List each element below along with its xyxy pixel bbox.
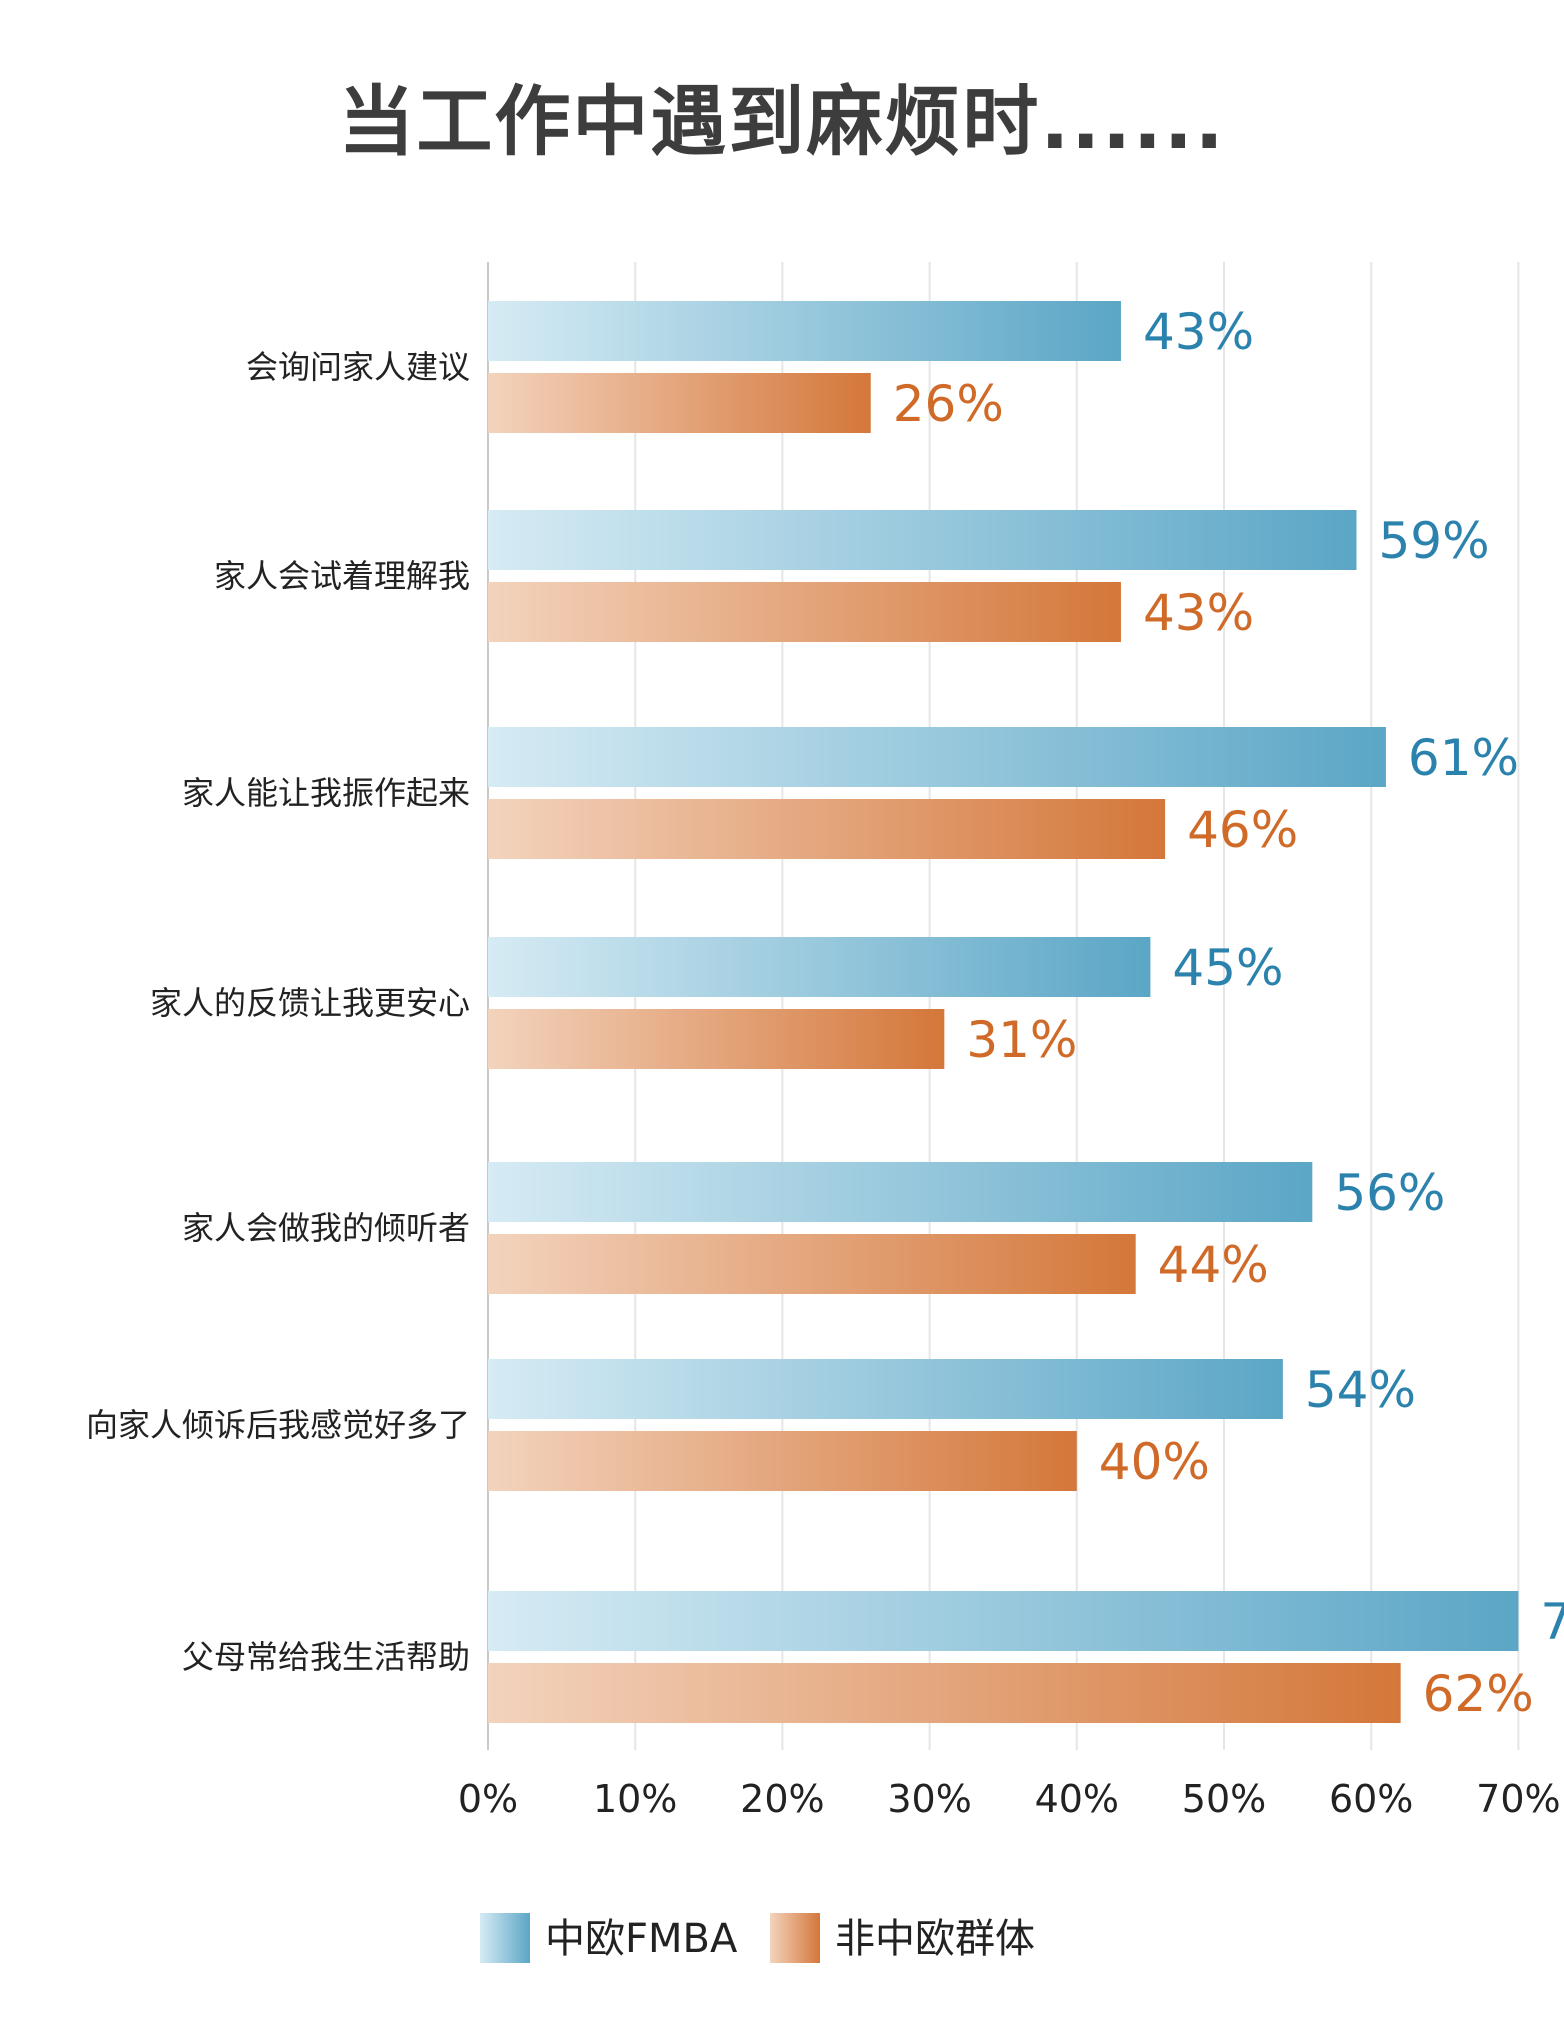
data-label: 56% [1334, 1164, 1445, 1222]
chart-title: 当工作中遇到麻烦时...... [338, 77, 1226, 166]
bars [488, 301, 1519, 1723]
data-label: 70% [1540, 1593, 1564, 1651]
bar-series-b [488, 1431, 1077, 1491]
x-tick-label: 60% [1329, 1777, 1413, 1821]
legend-label: 中欧FMBA [545, 1916, 738, 1962]
data-label: 26% [893, 375, 1004, 433]
bar-series-a [488, 510, 1357, 570]
x-tick-label: 40% [1035, 1777, 1119, 1821]
data-label: 59% [1378, 512, 1489, 570]
legend: 中欧FMBA 非中欧群体 [480, 1913, 1035, 1963]
x-tick-label: 50% [1182, 1777, 1266, 1821]
bar-series-a [488, 937, 1151, 997]
x-tick-label: 0% [458, 1777, 518, 1821]
x-tick-label: 10% [593, 1777, 677, 1821]
x-tick-label: 20% [740, 1777, 824, 1821]
bar-series-a [488, 1162, 1313, 1222]
data-label: 45% [1172, 939, 1283, 997]
bar-series-a [488, 1591, 1519, 1651]
category-label: 向家人倾诉后我感觉好多了 [86, 1406, 470, 1444]
data-label: 40% [1099, 1433, 1210, 1491]
data-label: 46% [1187, 801, 1298, 859]
bar-series-b [488, 582, 1121, 642]
data-labels: 会询问家人建议 43% 26% 家人会试着理解我 59% 43% 家人能让我振作起来 61% 4… [86, 303, 1564, 1723]
category-label: 家人的反馈让我更安心 [150, 984, 470, 1022]
data-label: 54% [1305, 1361, 1416, 1419]
bar-series-b [488, 1009, 945, 1069]
bar-series-b [488, 373, 871, 433]
data-label: 31% [966, 1011, 1077, 1069]
x-tick-label: 30% [887, 1777, 971, 1821]
category-label: 父母常给我生活帮助 [182, 1638, 470, 1676]
data-label: 62% [1423, 1665, 1534, 1723]
bar-series-b [488, 1663, 1401, 1723]
data-label: 44% [1158, 1236, 1269, 1294]
category-label: 家人能让我振作起来 [182, 774, 470, 812]
data-label: 61% [1408, 729, 1519, 787]
bar-series-a [488, 301, 1121, 361]
category-label: 家人会试着理解我 [214, 557, 470, 595]
gridlines [487, 262, 1520, 1750]
bar-series-a [488, 727, 1386, 787]
bar-series-b [488, 799, 1166, 859]
data-label: 43% [1143, 584, 1254, 642]
data-label: 43% [1143, 303, 1254, 361]
category-label: 会询问家人建议 [246, 348, 470, 386]
legend-swatch [770, 1913, 820, 1963]
x-axis: 0%10%20%30%40%50%60%70%80% [458, 1777, 1561, 1821]
legend-label: 非中欧群体 [835, 1916, 1035, 1962]
bar-series-a [488, 1359, 1283, 1419]
x-tick-label: 70% [1476, 1777, 1560, 1821]
category-label: 家人会做我的倾听者 [182, 1209, 470, 1247]
legend-swatch [480, 1913, 530, 1963]
bar-series-b [488, 1234, 1136, 1294]
